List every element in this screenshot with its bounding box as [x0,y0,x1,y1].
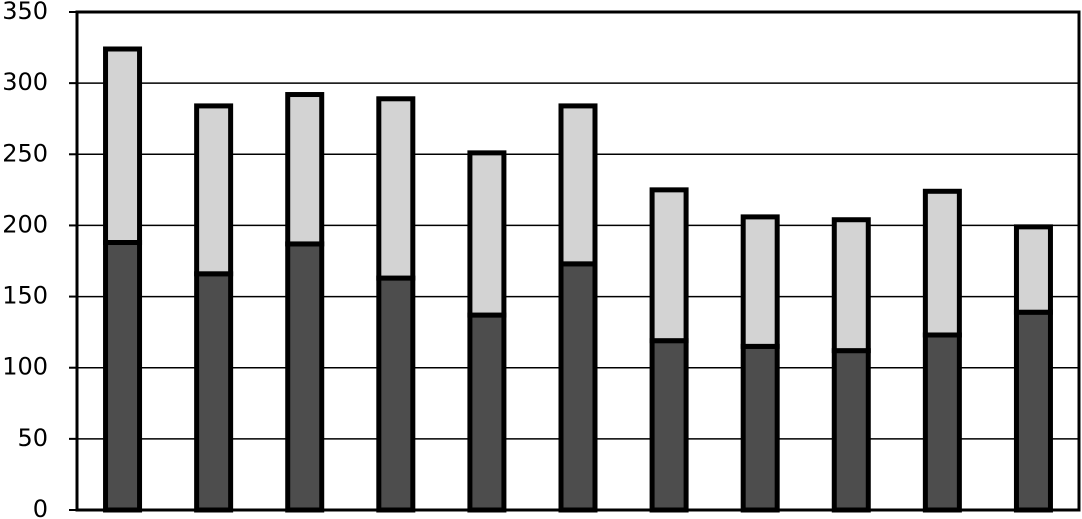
y-tick-label: 50 [17,424,48,452]
bar-segment [1013,309,1053,513]
bar-segment [467,150,507,318]
bar-segment [103,46,143,246]
bar-segment [558,261,598,513]
bar-segment [194,103,234,277]
bar-segment [194,271,234,513]
y-tick-label: 200 [2,210,48,238]
bar-segment [740,343,780,513]
bar-segment [376,275,416,513]
y-tick-label: 150 [2,282,48,310]
y-tick-label: 250 [2,139,48,167]
bar-segment [922,188,962,338]
bar-segment [649,187,689,344]
bar-segment [285,241,325,513]
bar-segment [740,214,780,349]
bar-segment [376,96,416,281]
y-tick-label: 350 [2,0,48,25]
bar-segment [922,332,962,513]
bar-segment [831,217,871,354]
bar-segment [285,92,325,247]
bar-segment [467,312,507,513]
y-tick-label: 0 [33,495,48,519]
bar-segment [558,103,598,267]
bar-segment [1013,224,1053,315]
bar-segment [831,348,871,513]
y-tick-label: 300 [2,68,48,96]
y-tick-label: 100 [2,353,48,381]
bar-segment [103,240,143,513]
bar-segment [649,338,689,513]
